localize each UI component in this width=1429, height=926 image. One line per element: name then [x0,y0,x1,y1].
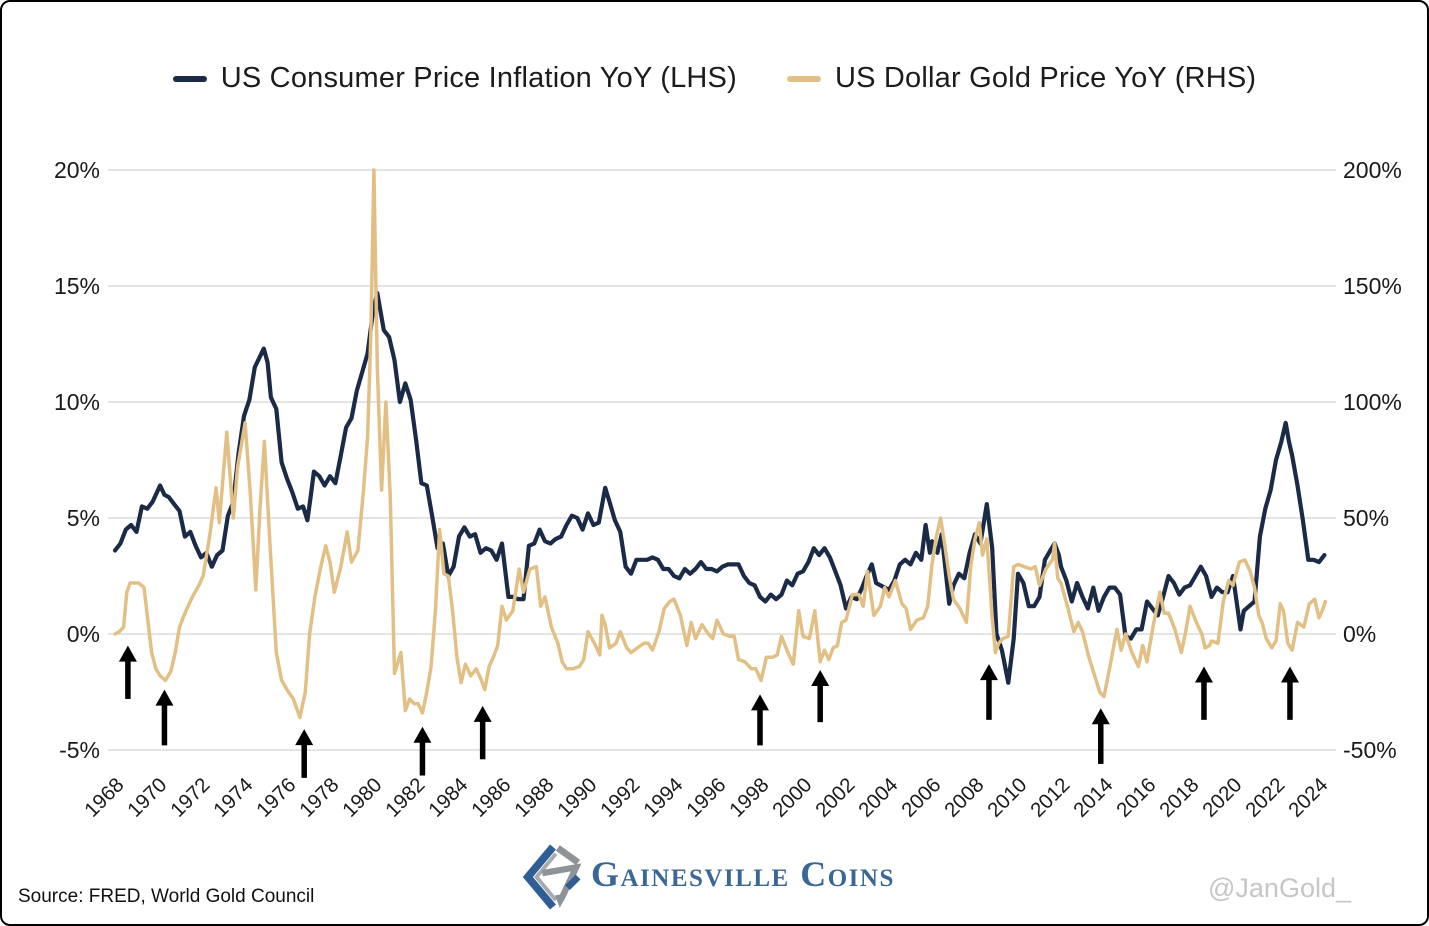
x-axis-year-label: 1990 [553,773,602,822]
event-arrow-head [1091,708,1110,725]
cpi-legend-dash-icon [172,75,207,82]
cpi-line [112,290,1327,685]
x-axis-year-label: 1986 [467,773,516,822]
x-axis-year-label: 1996 [682,773,731,822]
legend-item-gold: US Dollar Gold Price YoY (RHS) [786,62,1257,95]
event-arrow-head [155,689,174,706]
x-axis-year-label: 2014 [1069,773,1118,822]
event-arrow-head [473,705,492,722]
event-arrow-head [1280,666,1299,683]
event-arrow-head [811,669,830,686]
event-arrow-head [295,729,314,746]
event-arrow-head [118,645,137,662]
x-axis-year-label: 1988 [510,773,559,822]
x-axis-year-label: 1974 [209,773,258,822]
x-axis-year-label: 1980 [338,773,387,822]
x-axis-year-label: 1992 [596,773,645,822]
x-axis-year-label: 2024 [1284,773,1333,822]
left-axis-tick-label: 10% [54,389,100,415]
x-axis-year-label: 2006 [897,773,946,822]
x-axis-year-label: 2008 [940,773,989,822]
x-axis-year-label: 2002 [811,773,860,822]
right-axis-tick-label: 200% [1343,157,1402,183]
x-axis-year-label: 2020 [1198,773,1247,822]
x-axis-year-label: 1984 [424,773,473,822]
left-axis-tick-label: -5% [59,737,100,763]
gold-legend-dash-icon [786,75,821,82]
gold-line [113,168,1328,720]
right-axis-tick-label: 100% [1343,389,1402,415]
left-axis-tick-label: 15% [54,273,100,299]
x-axis-year-label: 2004 [854,773,903,822]
event-arrow-head [1194,666,1213,683]
source-note: Source: FRED, World Gold Council [18,886,315,907]
gold-legend-label: US Dollar Gold Price YoY (RHS) [834,62,1257,94]
right-axis-tick-label: -50% [1343,737,1397,763]
cpi-legend-label: US Consumer Price Inflation YoY (LHS) [220,62,737,94]
x-axis-year-label: 2012 [1026,773,1075,822]
chart-legend: US Consumer Price Inflation YoY (LHS) US… [2,62,1427,95]
x-axis-year-label: 2010 [983,773,1032,822]
right-axis-tick-label: 50% [1343,505,1389,531]
right-axis-tick-label: 0% [1343,621,1376,647]
author-watermark: @JanGold_ [1208,873,1351,903]
gainesville-coins-logo-text: Gainesville Coins [591,854,895,894]
left-axis-tick-label: 0% [67,621,100,647]
event-arrow-head [979,664,998,681]
legend-item-cpi: US Consumer Price Inflation YoY (LHS) [172,62,737,95]
right-axis-tick-label: 150% [1343,273,1402,299]
x-axis-year-label: 1978 [295,773,344,822]
x-axis-year-label: 1982 [381,773,430,822]
x-axis-year-label: 2016 [1112,773,1161,822]
x-axis-year-label: 1976 [252,773,301,822]
left-axis-tick-label: 5% [67,505,100,531]
x-axis-year-label: 1972 [166,773,215,822]
event-arrow-head [413,726,432,743]
x-axis-year-label: 1998 [725,773,774,822]
x-axis-year-label: 1970 [123,773,172,822]
x-axis-year-label: 1968 [80,773,129,822]
gainesville-coins-logo: Gainesville Coins [523,844,895,910]
x-axis-year-label: 1994 [639,773,688,822]
event-arrow-head [751,694,769,711]
gainesville-coins-logo-mark-icon [523,844,581,910]
left-axis-tick-label: 20% [54,157,100,183]
x-axis-year-label: 2000 [768,773,817,822]
x-axis-year-label: 2022 [1241,773,1290,822]
x-axis-year-label: 2018 [1155,773,1204,822]
